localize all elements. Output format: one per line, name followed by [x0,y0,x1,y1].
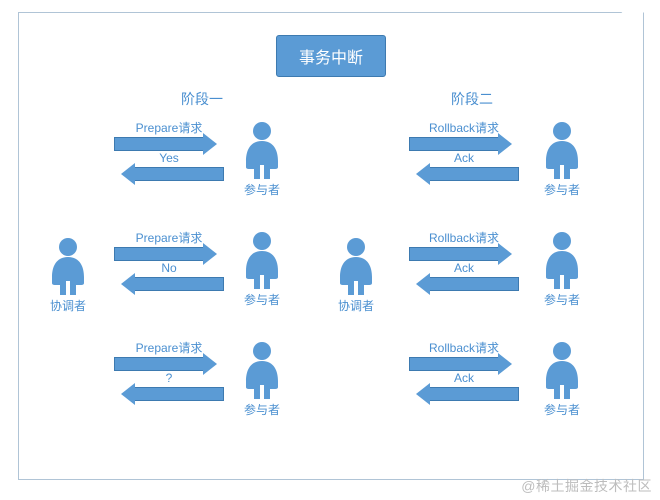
resp-label: Ack [409,261,519,275]
person-label: 参与者 [537,401,587,418]
person-coord2: 协调者 [331,237,381,314]
resp-arrow [134,277,224,291]
resp-label: Ack [409,151,519,165]
title-box: 事务中断 [276,35,386,77]
diagram-frame: 事务中断 阶段一 阶段二 协调者 参与者 参与者 参与者 协调者 参与者 参与者… [18,12,644,480]
person-label: 协调者 [331,297,381,314]
phase-2-label: 阶段二 [451,89,493,109]
resp-arrow [429,167,519,181]
corner-cut [594,0,660,23]
lane-l12: Prepare请求 No [114,231,224,301]
req-arrow [114,247,204,261]
resp-arrow [429,387,519,401]
resp-arrow [134,167,224,181]
title-text: 事务中断 [299,50,363,67]
person-label: 参与者 [237,181,287,198]
req-arrow [409,247,499,261]
person-label: 参与者 [237,291,287,308]
resp-arrow [134,387,224,401]
req-arrow [409,357,499,371]
req-arrow [409,137,499,151]
resp-label: Ack [409,371,519,385]
person-part13: 参与者 [237,341,287,418]
resp-label: No [114,261,224,275]
lane-l23: Rollback请求 Ack [409,341,519,411]
req-arrow [114,357,204,371]
person-label: 参与者 [237,401,287,418]
lane-l11: Prepare请求 Yes [114,121,224,191]
watermark: @稀土掘金技术社区 [521,476,652,496]
person-part12: 参与者 [237,231,287,308]
resp-label: Yes [114,151,224,165]
person-part23: 参与者 [537,341,587,418]
person-label: 参与者 [537,181,587,198]
person-part22: 参与者 [537,231,587,308]
lane-l21: Rollback请求 Ack [409,121,519,191]
person-part11: 参与者 [237,121,287,198]
req-arrow [114,137,204,151]
lane-l22: Rollback请求 Ack [409,231,519,301]
phase-1-label: 阶段一 [181,89,223,109]
person-part21: 参与者 [537,121,587,198]
person-coord1: 协调者 [43,237,93,314]
resp-label: ? [114,371,224,385]
resp-arrow [429,277,519,291]
lane-l13: Prepare请求 ? [114,341,224,411]
person-label: 协调者 [43,297,93,314]
person-label: 参与者 [537,291,587,308]
